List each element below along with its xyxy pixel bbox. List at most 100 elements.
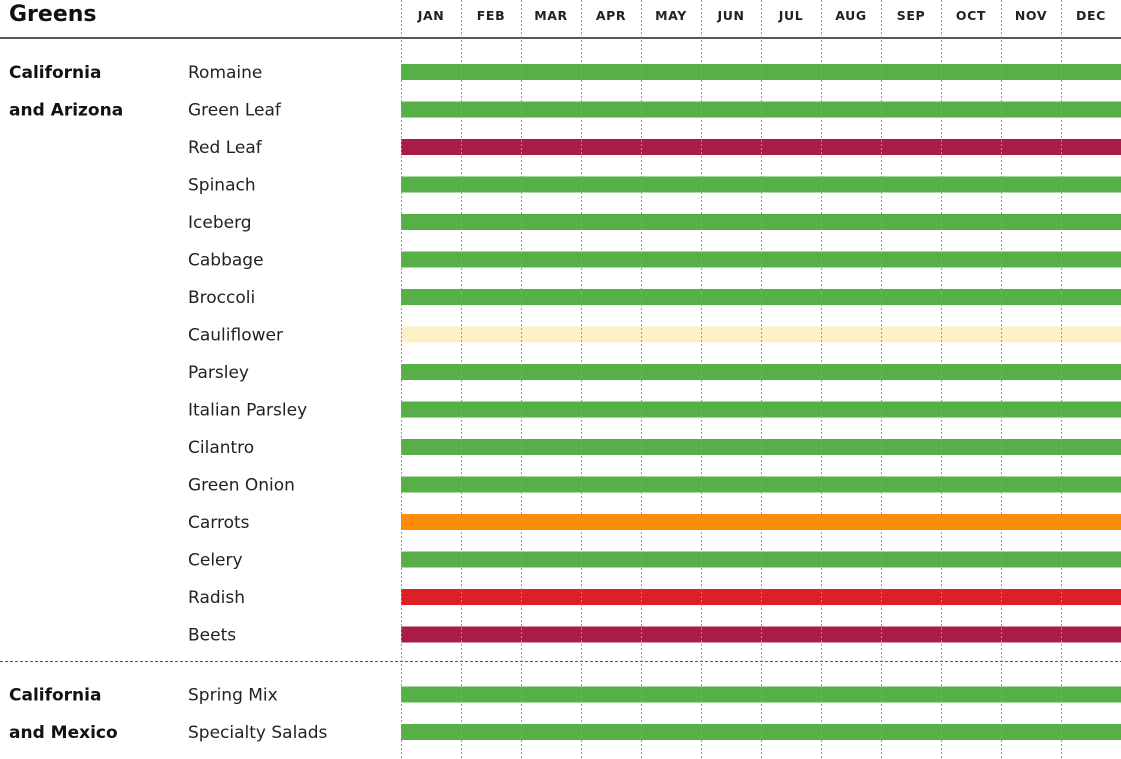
bar-parsley-aug: [821, 364, 881, 380]
bar-green-onion-mar: [521, 476, 581, 493]
bar-carrots-sep: [881, 514, 941, 530]
bar-cilantro-aug: [821, 439, 881, 455]
bar-carrots-jul: [761, 514, 821, 530]
bar-romaine-apr: [581, 64, 641, 80]
bar-red-leaf-jul: [761, 139, 821, 155]
bar-red-leaf-sep: [881, 139, 941, 155]
bar-green-leaf-nov: [1001, 101, 1061, 118]
bar-green-leaf-mar: [521, 101, 581, 118]
bar-cabbage-aug: [821, 251, 881, 268]
bar-radish-oct: [941, 589, 1001, 605]
bar-red-leaf-feb: [461, 139, 521, 155]
row-label: Radish: [188, 588, 245, 608]
bar-iceberg-sep: [881, 214, 941, 230]
bar-broccoli-may: [641, 289, 701, 305]
bar-cabbage-dec: [1061, 251, 1121, 268]
row-label: Cabbage: [188, 251, 264, 271]
bar-spring-mix-jun: [701, 686, 761, 703]
bar-spinach-aug: [821, 176, 881, 193]
bar-celery-mar: [521, 551, 581, 568]
bar-spring-mix-jan: [401, 686, 461, 703]
bar-beets-sep: [881, 626, 941, 643]
bar-green-leaf-may: [641, 101, 701, 118]
bar-beets-aug: [821, 626, 881, 643]
bar-cauliflower-jul: [761, 326, 821, 343]
row-label: Parsley: [188, 363, 249, 383]
bar-italian-parsley-aug: [821, 401, 881, 418]
bar-italian-parsley-jul: [761, 401, 821, 418]
bar-celery-jan: [401, 551, 461, 568]
bar-romaine-jan: [401, 64, 461, 80]
bar-specialty-salads-may: [641, 724, 701, 740]
bar-green-leaf-feb: [461, 101, 521, 118]
bar-broccoli-jul: [761, 289, 821, 305]
month-label-feb: FEB: [477, 8, 505, 23]
bar-spinach-sep: [881, 176, 941, 193]
bar-specialty-salads-jul: [761, 724, 821, 740]
row-label: Red Leaf: [188, 138, 263, 158]
bar-radish-nov: [1001, 589, 1061, 605]
bar-celery-feb: [461, 551, 521, 568]
month-label-sep: SEP: [897, 8, 926, 23]
bar-cauliflower-nov: [1001, 326, 1061, 343]
bar-cabbage-jun: [701, 251, 761, 268]
bar-cauliflower-sep: [881, 326, 941, 343]
bar-parsley-sep: [881, 364, 941, 380]
bar-cabbage-apr: [581, 251, 641, 268]
bar-iceberg-jan: [401, 214, 461, 230]
bar-italian-parsley-may: [641, 401, 701, 418]
bar-cabbage-feb: [461, 251, 521, 268]
bar-celery-dec: [1061, 551, 1121, 568]
bar-green-onion-may: [641, 476, 701, 493]
bar-spring-mix-aug: [821, 686, 881, 703]
bar-beets-dec: [1061, 626, 1121, 643]
bar-parsley-dec: [1061, 364, 1121, 380]
bar-carrots-nov: [1001, 514, 1061, 530]
bar-iceberg-dec: [1061, 214, 1121, 230]
bar-broccoli-aug: [821, 289, 881, 305]
bar-romaine-feb: [461, 64, 521, 80]
bar-iceberg-feb: [461, 214, 521, 230]
bar-celery-may: [641, 551, 701, 568]
bar-cauliflower-aug: [821, 326, 881, 343]
bar-specialty-salads-jun: [701, 724, 761, 740]
row-label: Cauliflower: [188, 326, 283, 346]
bar-green-onion-aug: [821, 476, 881, 493]
bar-celery-nov: [1001, 551, 1061, 568]
bar-specialty-salads-apr: [581, 724, 641, 740]
bar-specialty-salads-nov: [1001, 724, 1061, 740]
bar-beets-feb: [461, 626, 521, 643]
bar-broccoli-oct: [941, 289, 1001, 305]
bar-beets-jun: [701, 626, 761, 643]
bar-parsley-feb: [461, 364, 521, 380]
bar-broccoli-mar: [521, 289, 581, 305]
bar-italian-parsley-mar: [521, 401, 581, 418]
region-label: and Mexico: [9, 723, 118, 743]
bar-red-leaf-apr: [581, 139, 641, 155]
bar-cilantro-nov: [1001, 439, 1061, 455]
bar-green-onion-apr: [581, 476, 641, 493]
bar-radish-aug: [821, 589, 881, 605]
bar-beets-apr: [581, 626, 641, 643]
bar-beets-mar: [521, 626, 581, 643]
bar-spring-mix-dec: [1061, 686, 1121, 703]
bar-red-leaf-jun: [701, 139, 761, 155]
bar-italian-parsley-oct: [941, 401, 1001, 418]
bar-spring-mix-jul: [761, 686, 821, 703]
bar-green-leaf-jun: [701, 101, 761, 118]
bar-romaine-sep: [881, 64, 941, 80]
bar-specialty-salads-jan: [401, 724, 461, 740]
bar-spring-mix-apr: [581, 686, 641, 703]
row-label: Spring Mix: [188, 686, 278, 706]
bar-cauliflower-apr: [581, 326, 641, 343]
bar-cilantro-dec: [1061, 439, 1121, 455]
month-label-mar: MAR: [534, 8, 568, 23]
bar-radish-sep: [881, 589, 941, 605]
bar-spinach-nov: [1001, 176, 1061, 193]
month-label-may: MAY: [655, 8, 687, 23]
bar-cilantro-apr: [581, 439, 641, 455]
bar-carrots-jun: [701, 514, 761, 530]
bar-radish-jun: [701, 589, 761, 605]
bar-green-onion-dec: [1061, 476, 1121, 493]
bar-broccoli-nov: [1001, 289, 1061, 305]
